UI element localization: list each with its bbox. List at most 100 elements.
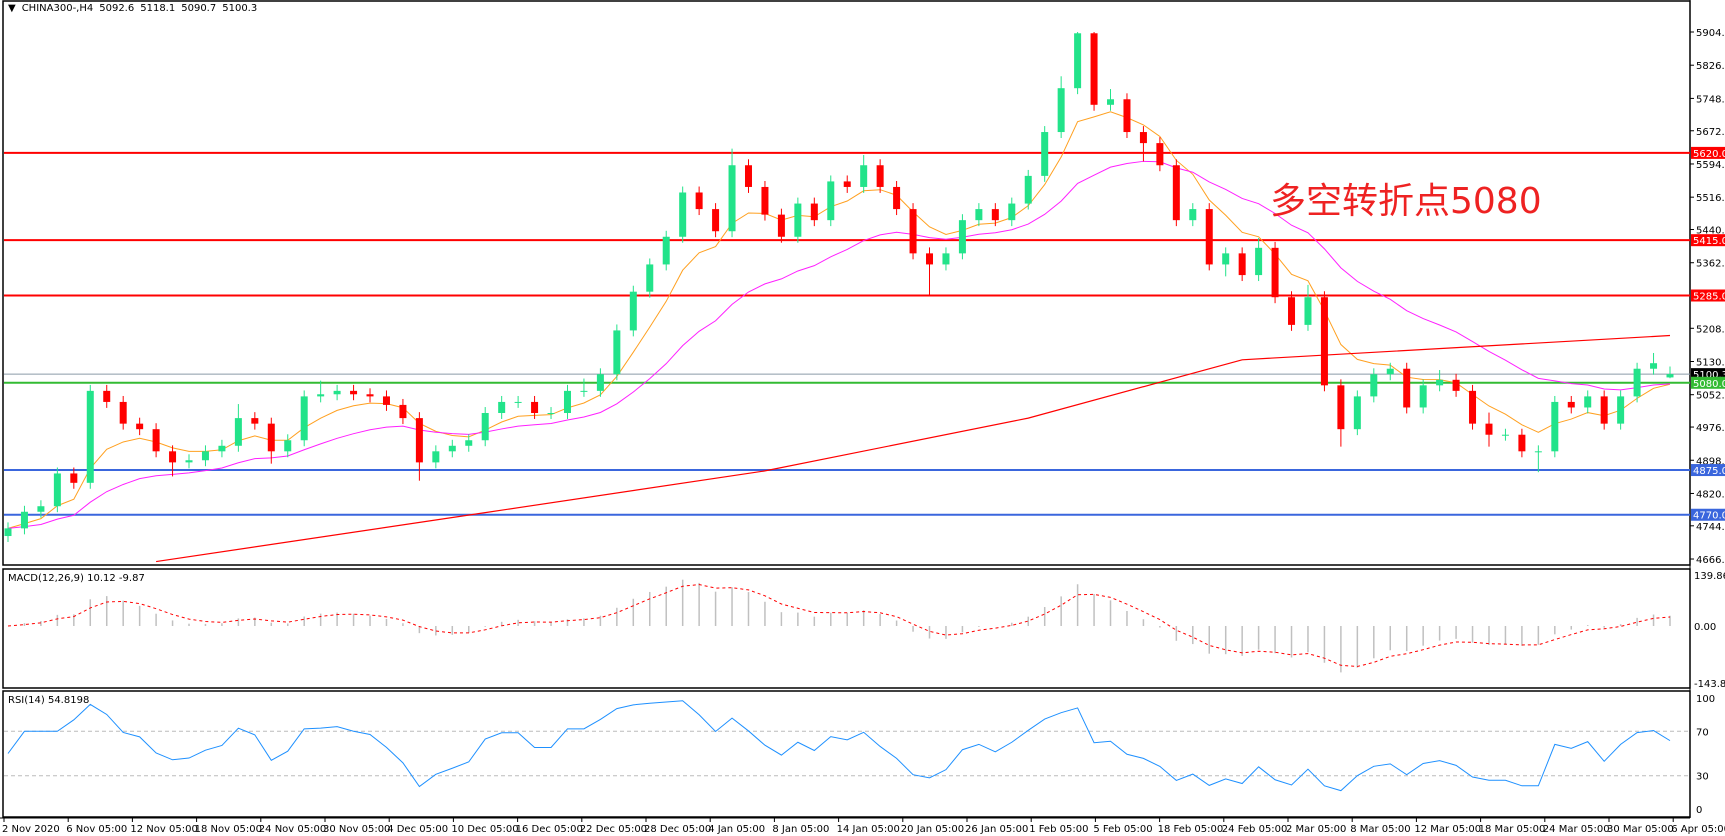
y-tick-label: 4976.0 [1696, 423, 1725, 434]
rsi-y-tick-label: 70 [1696, 727, 1709, 738]
candle-body [1288, 297, 1296, 325]
candle [1600, 390, 1608, 430]
candle [350, 384, 358, 401]
y-tick-label: 5826.0 [1696, 61, 1725, 72]
x-tick-label: 10 Dec 05:00 [451, 824, 518, 835]
candle-body [860, 165, 868, 187]
candle [777, 208, 785, 243]
candle-body [37, 506, 45, 512]
y-tick-label: 4820.0 [1696, 489, 1725, 500]
ma-mid-line [7, 160, 1671, 529]
candle-body [1024, 175, 1032, 204]
candle [119, 395, 127, 430]
candle-body [1436, 379, 1444, 386]
candle-body [448, 445, 456, 452]
candle-body [1600, 396, 1608, 424]
candle [1008, 197, 1016, 227]
candle-body [1370, 374, 1378, 397]
candle [1123, 93, 1131, 138]
candle-body [1469, 390, 1477, 424]
candle-body [1617, 396, 1625, 424]
candle-body [169, 451, 177, 463]
candle-body [810, 203, 818, 221]
candle-body [1255, 247, 1263, 276]
x-tick-label: 14 Jan 05:00 [837, 824, 900, 835]
candle [53, 467, 61, 513]
macd-panel-frame [2, 568, 1691, 689]
candle-body [1337, 385, 1345, 430]
chart-header: ▼ CHINA300-,H4 5092.6 5118.1 5090.7 5100.3 [8, 3, 263, 14]
level-tag-bg [1691, 508, 1725, 521]
dropdown-triangle-icon[interactable]: ▼ [8, 3, 16, 14]
candle [1353, 390, 1361, 436]
candle [679, 186, 687, 243]
candle-body [498, 401, 506, 414]
candle [152, 423, 160, 458]
candle-body [1353, 396, 1361, 430]
candle-body [843, 181, 851, 187]
candle-body [827, 181, 835, 221]
x-tick-label: 24 Nov 05:00 [259, 824, 326, 835]
x-tick-label: 4 Dec 05:00 [387, 824, 448, 835]
level-tag-label: 5080.0 [1693, 379, 1725, 390]
candle [448, 439, 456, 458]
candle [1518, 428, 1526, 458]
low-value: 5090.7 [181, 3, 217, 14]
y-tick-label: 5748.0 [1696, 94, 1725, 105]
level-tag-label: 4770.0 [1693, 511, 1725, 522]
candle [1205, 203, 1213, 271]
y-tick-label: 5208.0 [1696, 324, 1725, 335]
candle [1255, 238, 1263, 282]
candle [70, 467, 78, 489]
candle [860, 155, 868, 193]
candle-body [1057, 88, 1065, 133]
candle-body [1419, 385, 1427, 408]
candle [563, 384, 571, 419]
candle [662, 230, 670, 271]
y-tick-label: 5594.0 [1696, 160, 1725, 171]
candle [596, 368, 604, 397]
candle [613, 324, 621, 381]
level-tag-bg [1691, 464, 1725, 477]
candle-body [613, 330, 621, 375]
candle-body [1205, 209, 1213, 265]
candle-body [1139, 132, 1147, 144]
candle-body [53, 473, 61, 507]
candle [300, 390, 308, 447]
candle [498, 395, 506, 419]
candle-body [136, 423, 144, 430]
candle-body [234, 418, 242, 446]
candle [1501, 428, 1509, 441]
candle-body [596, 374, 604, 391]
candle [728, 148, 736, 238]
candle [1074, 32, 1082, 95]
x-tick-label: 18 Mar 05:00 [1479, 824, 1546, 835]
candle [580, 378, 588, 397]
candle-body [794, 203, 802, 237]
level-tag-label: 4875.0 [1693, 466, 1725, 477]
candle [531, 395, 539, 419]
candle [1288, 291, 1296, 331]
candle-body [415, 418, 423, 463]
candle-body [366, 394, 374, 397]
candle-body [481, 413, 489, 441]
y-tick-label: 4898.0 [1696, 456, 1725, 467]
x-tick-label: 1 Feb 05:00 [1029, 824, 1088, 835]
candle [991, 203, 999, 227]
candle [926, 247, 934, 296]
candle [1551, 395, 1559, 458]
candle [399, 398, 407, 425]
candle [20, 505, 28, 535]
candle-body [1271, 247, 1279, 298]
rsi-y-tick-label: 100 [1696, 694, 1715, 705]
candle [1222, 247, 1230, 277]
candle [1238, 247, 1246, 282]
candle [37, 500, 45, 518]
candle-body [1123, 99, 1131, 133]
candle [1172, 159, 1180, 227]
candle [1090, 32, 1098, 111]
macd-signal-line [7, 584, 1671, 667]
y-tick-label: 5130.0 [1696, 357, 1725, 368]
candle [942, 247, 950, 271]
